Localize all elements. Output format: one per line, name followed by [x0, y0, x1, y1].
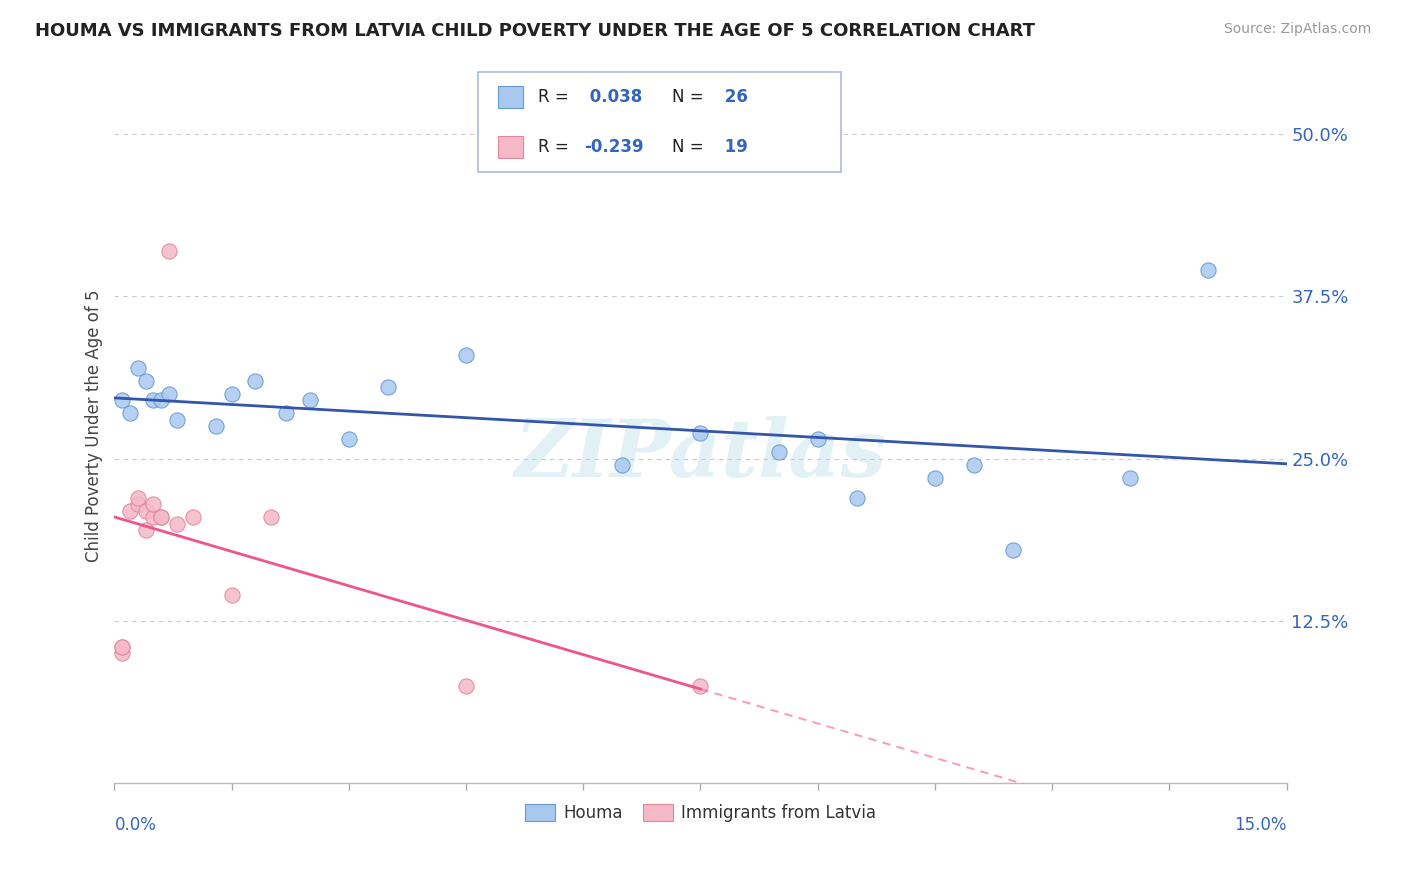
Point — [221, 588, 243, 602]
Text: 0.0%: 0.0% — [114, 815, 156, 834]
Text: R =: R = — [537, 88, 568, 106]
Point — [135, 374, 157, 388]
Point — [1197, 263, 1219, 277]
Point — [243, 374, 266, 388]
Point — [845, 491, 868, 505]
Point — [221, 386, 243, 401]
Point — [337, 432, 360, 446]
Point — [181, 510, 204, 524]
Bar — [498, 136, 523, 158]
Text: N =: N = — [672, 88, 704, 106]
Point — [135, 503, 157, 517]
Bar — [498, 87, 523, 108]
Point — [689, 679, 711, 693]
Point — [127, 497, 149, 511]
Point — [157, 244, 180, 258]
Point — [142, 497, 165, 511]
Point — [111, 647, 134, 661]
Point — [127, 360, 149, 375]
Point — [166, 516, 188, 531]
Y-axis label: Child Poverty Under the Age of 5: Child Poverty Under the Age of 5 — [86, 290, 103, 562]
Point — [111, 392, 134, 407]
Point — [150, 510, 173, 524]
Text: N =: N = — [672, 138, 704, 156]
Point — [127, 491, 149, 505]
Point — [135, 523, 157, 537]
Point — [1119, 471, 1142, 485]
Text: R =: R = — [537, 138, 568, 156]
Point — [377, 380, 399, 394]
Point — [111, 640, 134, 654]
Point — [142, 510, 165, 524]
Point — [454, 679, 477, 693]
Point — [454, 347, 477, 361]
Point — [157, 386, 180, 401]
Point — [689, 425, 711, 440]
Point — [924, 471, 946, 485]
Point — [260, 510, 283, 524]
Point — [1002, 542, 1025, 557]
Point — [298, 392, 321, 407]
Text: -0.239: -0.239 — [585, 138, 644, 156]
FancyBboxPatch shape — [478, 72, 841, 172]
Text: 15.0%: 15.0% — [1234, 815, 1286, 834]
Point — [807, 432, 830, 446]
Text: 0.038: 0.038 — [585, 88, 643, 106]
Point — [205, 419, 228, 434]
Text: ZIPatlas: ZIPatlas — [515, 416, 887, 493]
Text: HOUMA VS IMMIGRANTS FROM LATVIA CHILD POVERTY UNDER THE AGE OF 5 CORRELATION CHA: HOUMA VS IMMIGRANTS FROM LATVIA CHILD PO… — [35, 22, 1035, 40]
Point — [150, 510, 173, 524]
Legend: Houma, Immigrants from Latvia: Houma, Immigrants from Latvia — [519, 797, 883, 829]
Point — [150, 392, 173, 407]
Point — [118, 406, 141, 420]
Point — [111, 640, 134, 654]
Text: 19: 19 — [720, 138, 748, 156]
Point — [118, 503, 141, 517]
Text: 26: 26 — [720, 88, 748, 106]
Point — [166, 412, 188, 426]
Point — [963, 458, 986, 472]
Text: Source: ZipAtlas.com: Source: ZipAtlas.com — [1223, 22, 1371, 37]
Point — [768, 445, 790, 459]
Point — [142, 392, 165, 407]
Point — [612, 458, 634, 472]
Point — [276, 406, 298, 420]
